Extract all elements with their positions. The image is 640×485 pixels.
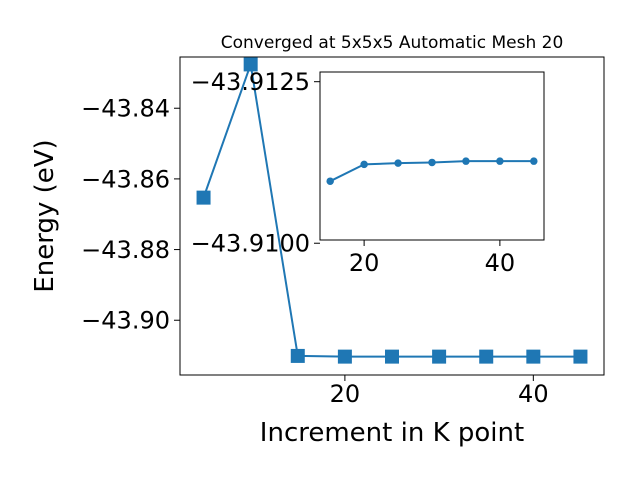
inset-y-tick-label: −43.9100 [191, 230, 310, 258]
main-series-markers [196, 57, 588, 364]
inset-data-point [428, 158, 436, 167]
inset-x-ticks: 20 40 [349, 240, 515, 277]
main-data-point [337, 349, 352, 364]
inset-y-tick-label: −43.9125 [191, 68, 310, 96]
inset-data-point [530, 157, 538, 165]
inset-background [320, 72, 544, 240]
inset-series-markers [326, 157, 538, 185]
main-data-point [479, 349, 494, 364]
main-data-point [196, 190, 211, 205]
main-data-point [432, 349, 447, 364]
inset-x-tick-label: 40 [485, 249, 516, 277]
inset-x-tick-label: 20 [349, 249, 380, 277]
main-y-tick-label: −43.86 [81, 165, 170, 193]
main-data-point [573, 349, 588, 364]
y-axis-label: Energy (eV) [30, 139, 60, 292]
inset-data-point [462, 157, 470, 165]
main-data-point [385, 349, 399, 364]
main-x-tick-label: 20 [330, 380, 361, 408]
main-plot-frame [179, 56, 605, 376]
main-data-point [290, 348, 305, 363]
inset-data-point [394, 159, 402, 167]
inset-data-point [326, 177, 334, 185]
inset-data-point [496, 157, 504, 165]
main-y-tick-label: −43.88 [81, 236, 170, 264]
inset-axes: 20 40 −43.9125−43.9100 [191, 68, 545, 277]
main-data-point [243, 57, 258, 72]
inset-plot-frame [319, 71, 545, 241]
main-axes: 20 40 −43.84−43.86−43.88−43.90 Converged … [30, 33, 605, 448]
main-data-point [526, 349, 541, 364]
main-x-ticks: 20 40 [330, 375, 549, 408]
main-y-tick-label: −43.84 [81, 95, 170, 123]
inset-y-ticks: −43.9125 −43.9100 [191, 68, 320, 258]
chart-title: Converged at 5x5x5 Automatic Mesh 20 [221, 33, 564, 53]
main-x-tick-label: 40 [518, 380, 549, 408]
main-y-tick-label: −43.90 [81, 307, 170, 335]
x-axis-label: Increment in K point [260, 418, 524, 448]
main-y-ticks: −43.84 −43.86 −43.88 −43.90 [81, 95, 180, 335]
inset-data-point [360, 160, 368, 169]
